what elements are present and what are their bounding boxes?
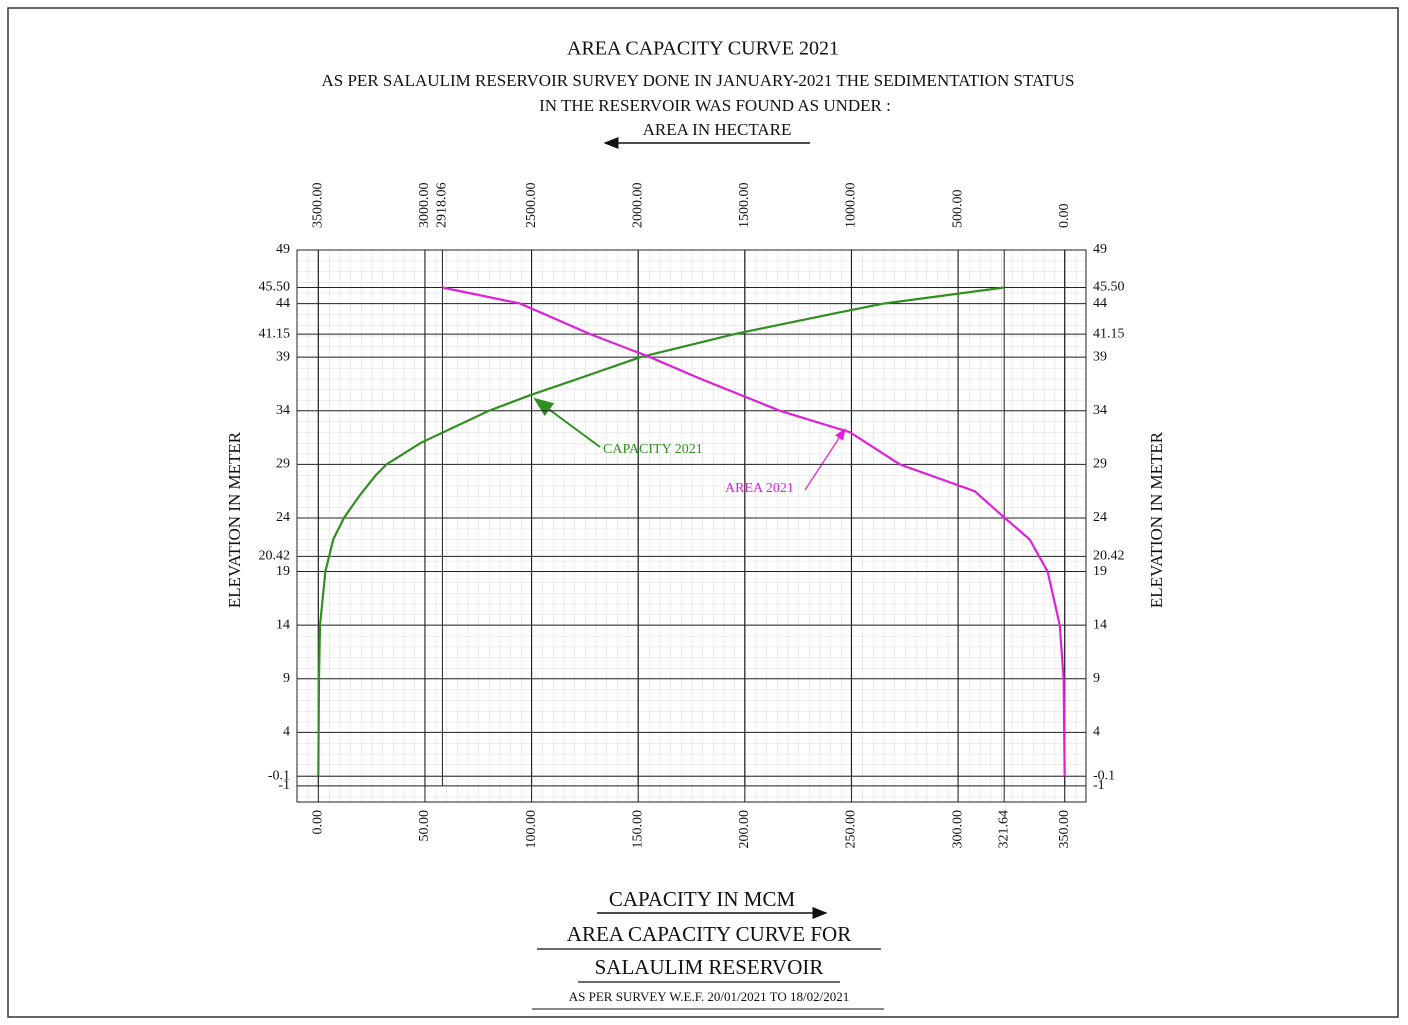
y-axis-label: ELEVATION IN METER: [225, 431, 244, 608]
y-tick-label: 24: [1093, 510, 1107, 525]
x-tick-label: 200.00: [737, 810, 752, 849]
y-tick-label: 45.50: [1093, 280, 1125, 295]
y-tick-label: 29: [276, 457, 290, 472]
series-annotation: AREA 2021: [725, 481, 794, 496]
x2-tick-label: 0.00: [1057, 204, 1072, 229]
x-tick-label: 0.00: [311, 810, 326, 835]
footer-line: AREA CAPACITY CURVE FOR: [567, 922, 851, 946]
y-tick-label: 20.42: [1093, 549, 1125, 564]
y-tick-label: 14: [276, 617, 290, 632]
x-tick-label: 150.00: [630, 810, 645, 849]
y-tick-label: 29: [1093, 457, 1107, 472]
x-tick-label: 50.00: [417, 810, 432, 842]
y-tick-label: 24: [276, 510, 290, 525]
y-tick-label: 19: [1093, 564, 1107, 579]
y-tick-label: 9: [1093, 671, 1100, 686]
x2-tick-label: 1000.00: [844, 183, 859, 229]
y-tick-label: -0.1: [1093, 768, 1115, 783]
y-tick-label: 41.15: [259, 326, 291, 341]
footer-line: SALAULIM RESERVOIR: [595, 955, 824, 979]
y-tick-label: 9: [283, 671, 290, 686]
x2-tick-label: 2000.00: [630, 183, 645, 229]
annotation-leader: [533, 397, 601, 448]
x-tick-label: 350.00: [1057, 810, 1072, 849]
y-tick-label: 45.50: [259, 280, 291, 295]
y-tick-label: -1: [278, 778, 290, 793]
y-tick-label: 34: [1093, 403, 1107, 418]
y-tick-label: 20.42: [259, 549, 291, 564]
x-tick-label: 321.64: [996, 810, 1011, 849]
y-tick-label: 44: [1093, 296, 1107, 311]
series-annotation: CAPACITY 2021: [603, 442, 703, 457]
frame: [7, 7, 1399, 1018]
x2-tick-label: 3000.00: [417, 183, 432, 229]
subtitle: IN THE RESERVOIR WAS FOUND AS UNDER :: [539, 96, 891, 115]
x2-tick-label: 1500.00: [737, 183, 752, 229]
y-tick-label: 4: [1093, 725, 1100, 740]
y-tick-label: -0.1: [268, 768, 290, 783]
y-tick-label: 34: [276, 403, 290, 418]
y-tick-label: 39: [276, 349, 290, 364]
y-tick-label: 41.15: [1093, 326, 1125, 341]
x2-tick-label: 3500.00: [311, 183, 326, 229]
annotation-leader: [804, 427, 846, 491]
y-tick-label: 19: [276, 564, 290, 579]
x-axis-label: CAPACITY IN MCM: [609, 887, 796, 911]
y-tick-label: -1: [1093, 778, 1105, 793]
x2-tick-label: 2918.06: [435, 183, 450, 229]
x2-axis-label: AREA IN HECTARE: [643, 120, 792, 139]
x-tick-label: 250.00: [844, 810, 859, 849]
series-line: [317, 286, 1005, 777]
y-tick-label: 14: [1093, 617, 1107, 632]
y-tick-label: 49: [1093, 242, 1107, 257]
y-tick-label: 39: [1093, 349, 1107, 364]
plot-area: [296, 249, 1087, 803]
y-tick-label: 4: [283, 725, 290, 740]
x2-tick-label: 2500.00: [524, 183, 539, 229]
footer-line: AS PER SURVEY W.E.F. 20/01/2021 TO 18/02…: [569, 989, 849, 1004]
subtitle: AS PER SALAULIM RESERVOIR SURVEY DONE IN…: [322, 71, 1075, 90]
chart-title: AREA CAPACITY CURVE 2021: [567, 38, 839, 60]
x-tick-label: 100.00: [524, 810, 539, 849]
x2-tick-label: 500.00: [950, 190, 965, 229]
x-tick-label: 300.00: [950, 810, 965, 849]
y-tick-label: 49: [276, 242, 290, 257]
series-line: [442, 286, 1066, 777]
y-axis-label: ELEVATION IN METER: [1147, 431, 1166, 608]
y-tick-label: 44: [276, 296, 290, 311]
